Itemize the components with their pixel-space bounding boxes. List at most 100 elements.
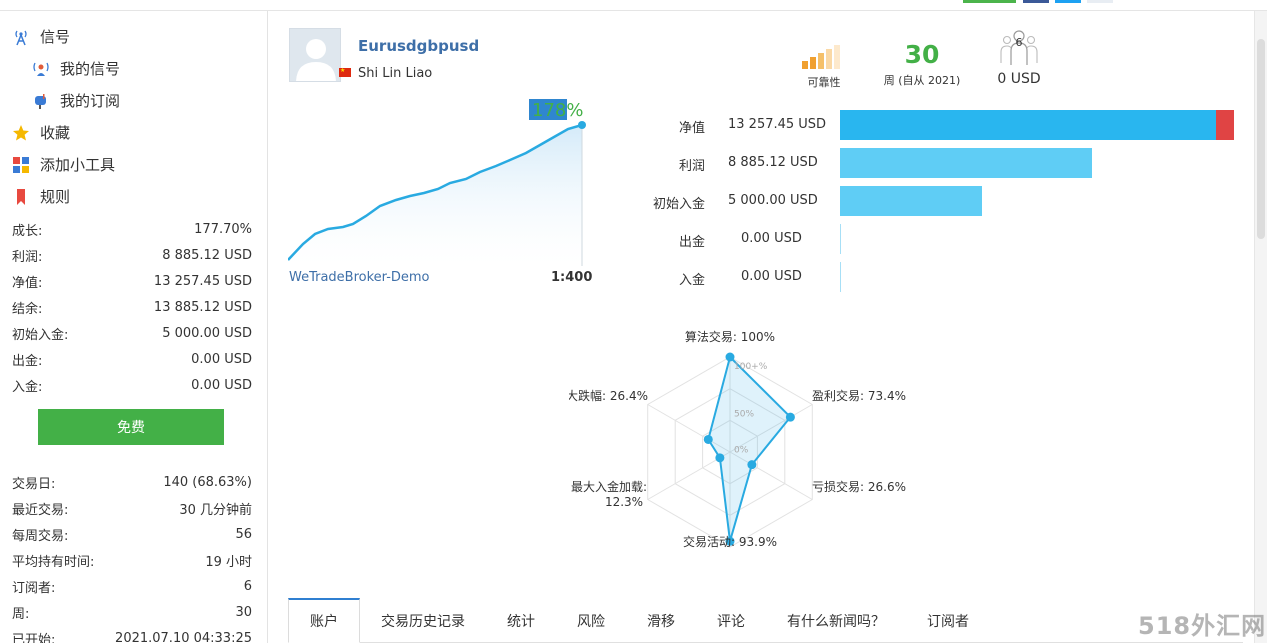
radar-ring-label: 0% [734,446,749,456]
stat-value: 13 257.45 USD [153,273,252,289]
tab-account[interactable]: 账户 [288,598,360,643]
reliability-bars-icon [802,45,840,69]
stats-top: 成长: 177.70% 利润: 8 885.12 USD 净值: 13 257.45 … [12,216,252,398]
bar-row-profit: 利润 8 885.12 USD [629,148,1249,178]
radar-axis-label-loss: 亏损交易: 26.6% [812,479,906,494]
author-name[interactable]: Shi Lin Liao [358,66,433,81]
stat-label: 平均持有时间: [12,554,95,570]
stat-value: 5 000.00 USD [162,325,252,341]
stat-row: 出金: 0.00 USD [12,346,252,372]
bar-label: 入金 [678,273,705,288]
nav-my-signals[interactable]: 我的信号 [32,58,120,79]
scrollbar[interactable] [1254,11,1267,643]
bar-value: 13 257.45 USD [728,117,827,132]
signal-name[interactable]: Eurusdgbpusd [358,37,480,55]
nav-my-subscriptions[interactable]: 我的订阅 [32,90,120,111]
bar-value: 0.00 USD [741,269,802,284]
radar-axis-label-load-value: 12.3% [605,495,643,509]
stat-row: 入金: 0.00 USD [12,372,252,398]
bar-fill-deposit [840,262,841,292]
radar-points [703,352,795,546]
nav-signals-label: 信号 [40,28,71,46]
subscribers-metric[interactable]: 6 0 USD [987,27,1051,87]
stat-label: 初始入金: [12,327,69,343]
signal-person-icon [32,60,50,78]
stat-label: 已开始: [12,632,56,643]
radar-point [785,412,795,422]
radar-chart[interactable]: 100+% 50% 0% 算法交易: 100% 盈利交易: 73.4% 亏损交易… [554,316,969,566]
stat-row: 初始入金: 5 000.00 USD [12,320,252,346]
bar-row-withdrawal: 出金 0.00 USD [629,224,1249,254]
stat-label: 周: [12,606,30,622]
tab-trade-history[interactable]: 交易历史记录 [381,613,465,630]
radar-axis-line [647,404,731,453]
radar-axis-label-profit: 盈利交易: 73.4% [812,388,906,403]
stat-label: 出金: [12,353,43,369]
nav-rules[interactable]: 规则 [12,186,70,207]
stat-row: 已开始: 2021.07.10 04:33:25 [12,625,252,643]
bar-value: 8 885.12 USD [728,155,818,170]
growth-badge: 178% [532,100,583,121]
stat-row: 订阅者: 6 [12,573,252,599]
facebook-share-edge[interactable] [1023,0,1049,3]
china-flag-icon: ★ [339,68,351,77]
radar-point [725,352,735,362]
tab-slippage[interactable]: 滑移 [647,613,675,630]
nav-add-widget[interactable]: 添加小工具 [12,154,115,175]
bar-label: 初始入金 [652,197,705,212]
stat-row: 周: 30 [12,599,252,625]
growth-line [287,123,583,261]
bar-label: 净值 [678,121,705,136]
stat-row: 每周交易: 56 [12,521,252,547]
tab-news[interactable]: 有什么新闻吗？ [787,613,885,630]
stat-value: 177.70% [194,221,252,237]
stat-label: 交易日: [12,476,56,492]
nav-favorites[interactable]: 收藏 [12,122,70,143]
star-icon [12,124,30,142]
tab-subscribers[interactable]: 订阅者 [927,613,969,630]
stat-value: 8 885.12 USD [162,247,252,263]
tab-statistics[interactable]: 统计 [507,613,535,630]
stat-label: 利润: [12,249,43,265]
stat-row: 净值: 13 257.45 USD [12,268,252,294]
nav-rules-label: 规则 [40,188,71,206]
widgets-icon [12,156,30,174]
green-button-edge[interactable] [963,0,1016,3]
stat-label: 每周交易: [12,528,69,544]
radar-grid [647,356,813,548]
antenna-icon [12,28,30,46]
tab-risk[interactable]: 风险 [577,613,605,630]
bookmark-icon [12,188,30,206]
twitter-share-edge[interactable] [1055,0,1081,3]
nav-signals[interactable]: 信号 [12,26,70,47]
growth-chart[interactable]: 178% [287,96,588,266]
radar-ring-label: 100+% [734,362,768,372]
reliability-label: 可靠性 [807,76,841,89]
stat-row: 最近交易: 30 几分钟前 [12,495,252,521]
stat-label: 结余: [12,301,43,317]
avatar[interactable] [289,28,341,82]
radar-axis-line [729,404,813,453]
mailbox-icon [32,92,50,110]
stat-value: 6 [243,578,252,594]
radar-point [725,536,735,546]
radar-axis-label-drawdown: 最大跌幅: 26.4% [569,388,648,403]
stat-value: 0.00 USD [191,351,252,367]
stat-value: 56 [235,526,252,542]
bar-fill-initial-deposit [840,186,982,216]
reliability-metric[interactable]: 可靠性 [794,39,854,90]
stat-value: 30 几分钟前 [179,502,252,518]
share-button-edge[interactable] [1087,0,1113,3]
stat-label: 入金: [12,379,43,395]
radar-axis-line [729,451,813,500]
weeks-label: 周 (自从 2021) [883,74,961,87]
bar-label: 出金 [678,235,705,250]
free-subscribe-button[interactable]: 免费 [38,409,224,445]
scrollbar-thumb[interactable] [1257,39,1265,239]
bar-row-deposit: 入金 0.00 USD [629,262,1249,292]
broker-name[interactable]: WeTradeBroker-Demo [289,270,430,285]
stat-row: 平均持有时间: 19 小时 [12,547,252,573]
stat-value: 19 小时 [205,554,252,570]
tab-reviews[interactable]: 评论 [717,613,745,630]
bar-fill-equity [840,110,1217,140]
